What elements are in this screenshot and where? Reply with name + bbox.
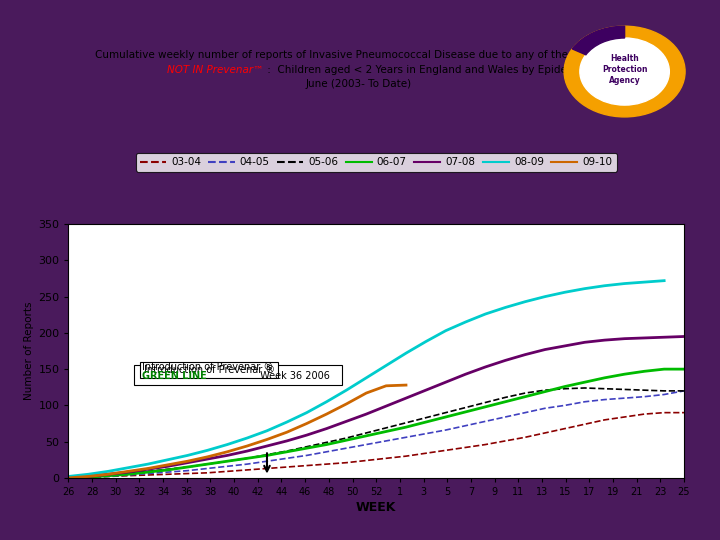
Text: Introduction of Prevenar ®: Introduction of Prevenar ® (142, 362, 273, 372)
Text: Week 36 2006: Week 36 2006 (257, 372, 330, 381)
Circle shape (564, 26, 685, 117)
Text: :  Children aged < 2 Years in England and Wales by Epidemiological Year: July-: : Children aged < 2 Years in England and… (264, 65, 675, 75)
Legend: 03-04, 04-05, 05-06, 06-07, 07-08, 08-09, 09-10: 03-04, 04-05, 05-06, 06-07, 07-08, 08-09… (136, 153, 616, 172)
Y-axis label: Number of Reports: Number of Reports (24, 302, 34, 400)
Text: Introduction of Prevenar ®: Introduction of Prevenar ® (144, 365, 275, 375)
Text: Health
Protection
Agency: Health Protection Agency (602, 54, 647, 85)
Text: Cumulative weekly number of reports of Invasive Pneumococcal Disease due to any : Cumulative weekly number of reports of I… (94, 50, 622, 59)
Wedge shape (572, 26, 625, 55)
X-axis label: WEEK: WEEK (356, 501, 397, 514)
FancyBboxPatch shape (134, 365, 343, 385)
Text: GREEN LINE: GREEN LINE (142, 372, 207, 381)
Text: June (2003- To Date): June (2003- To Date) (305, 79, 411, 89)
Circle shape (580, 38, 670, 105)
Text: NOT IN Prevenar™: NOT IN Prevenar™ (167, 65, 264, 75)
